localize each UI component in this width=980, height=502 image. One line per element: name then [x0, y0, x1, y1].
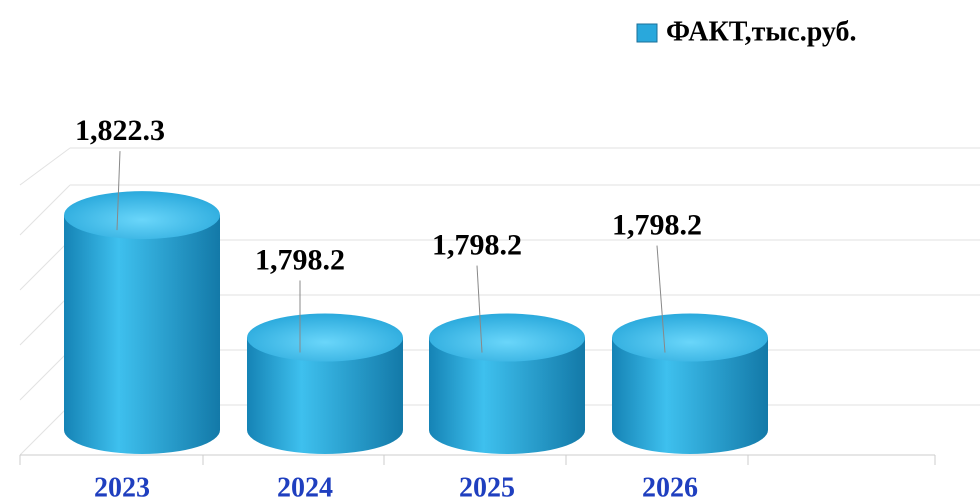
- cylinder-top: [429, 313, 585, 362]
- value-label: 1,798.2: [612, 208, 702, 241]
- cylinder-side: [429, 337, 585, 454]
- cylinder: [64, 191, 220, 454]
- x-tick-label: 2023: [94, 472, 150, 502]
- cylinder-top: [247, 313, 403, 362]
- value-label: 1,798.2: [255, 243, 345, 276]
- cylinder-side: [247, 337, 403, 454]
- leader-line: [476, 265, 483, 353]
- cylinder: [247, 313, 403, 454]
- cylinder: [429, 313, 585, 454]
- cylinder-top: [64, 191, 220, 240]
- leader-line: [656, 245, 666, 353]
- cylinder-side: [64, 215, 220, 454]
- value-label: 1,822.3: [75, 114, 165, 147]
- legend-swatch: [636, 23, 658, 43]
- legend-label: ФАКТ,тыс.руб.: [666, 16, 857, 47]
- value-label: 1,798.2: [432, 228, 522, 261]
- cylinder: [612, 313, 768, 454]
- grid: [19, 147, 980, 465]
- x-tick-label: 2024: [277, 472, 333, 502]
- leader-line: [116, 151, 121, 231]
- x-tick-label: 2025: [459, 472, 515, 502]
- cylinder-top: [612, 313, 768, 362]
- x-tick-label: 2026: [642, 472, 698, 502]
- cylinder-side: [612, 337, 768, 454]
